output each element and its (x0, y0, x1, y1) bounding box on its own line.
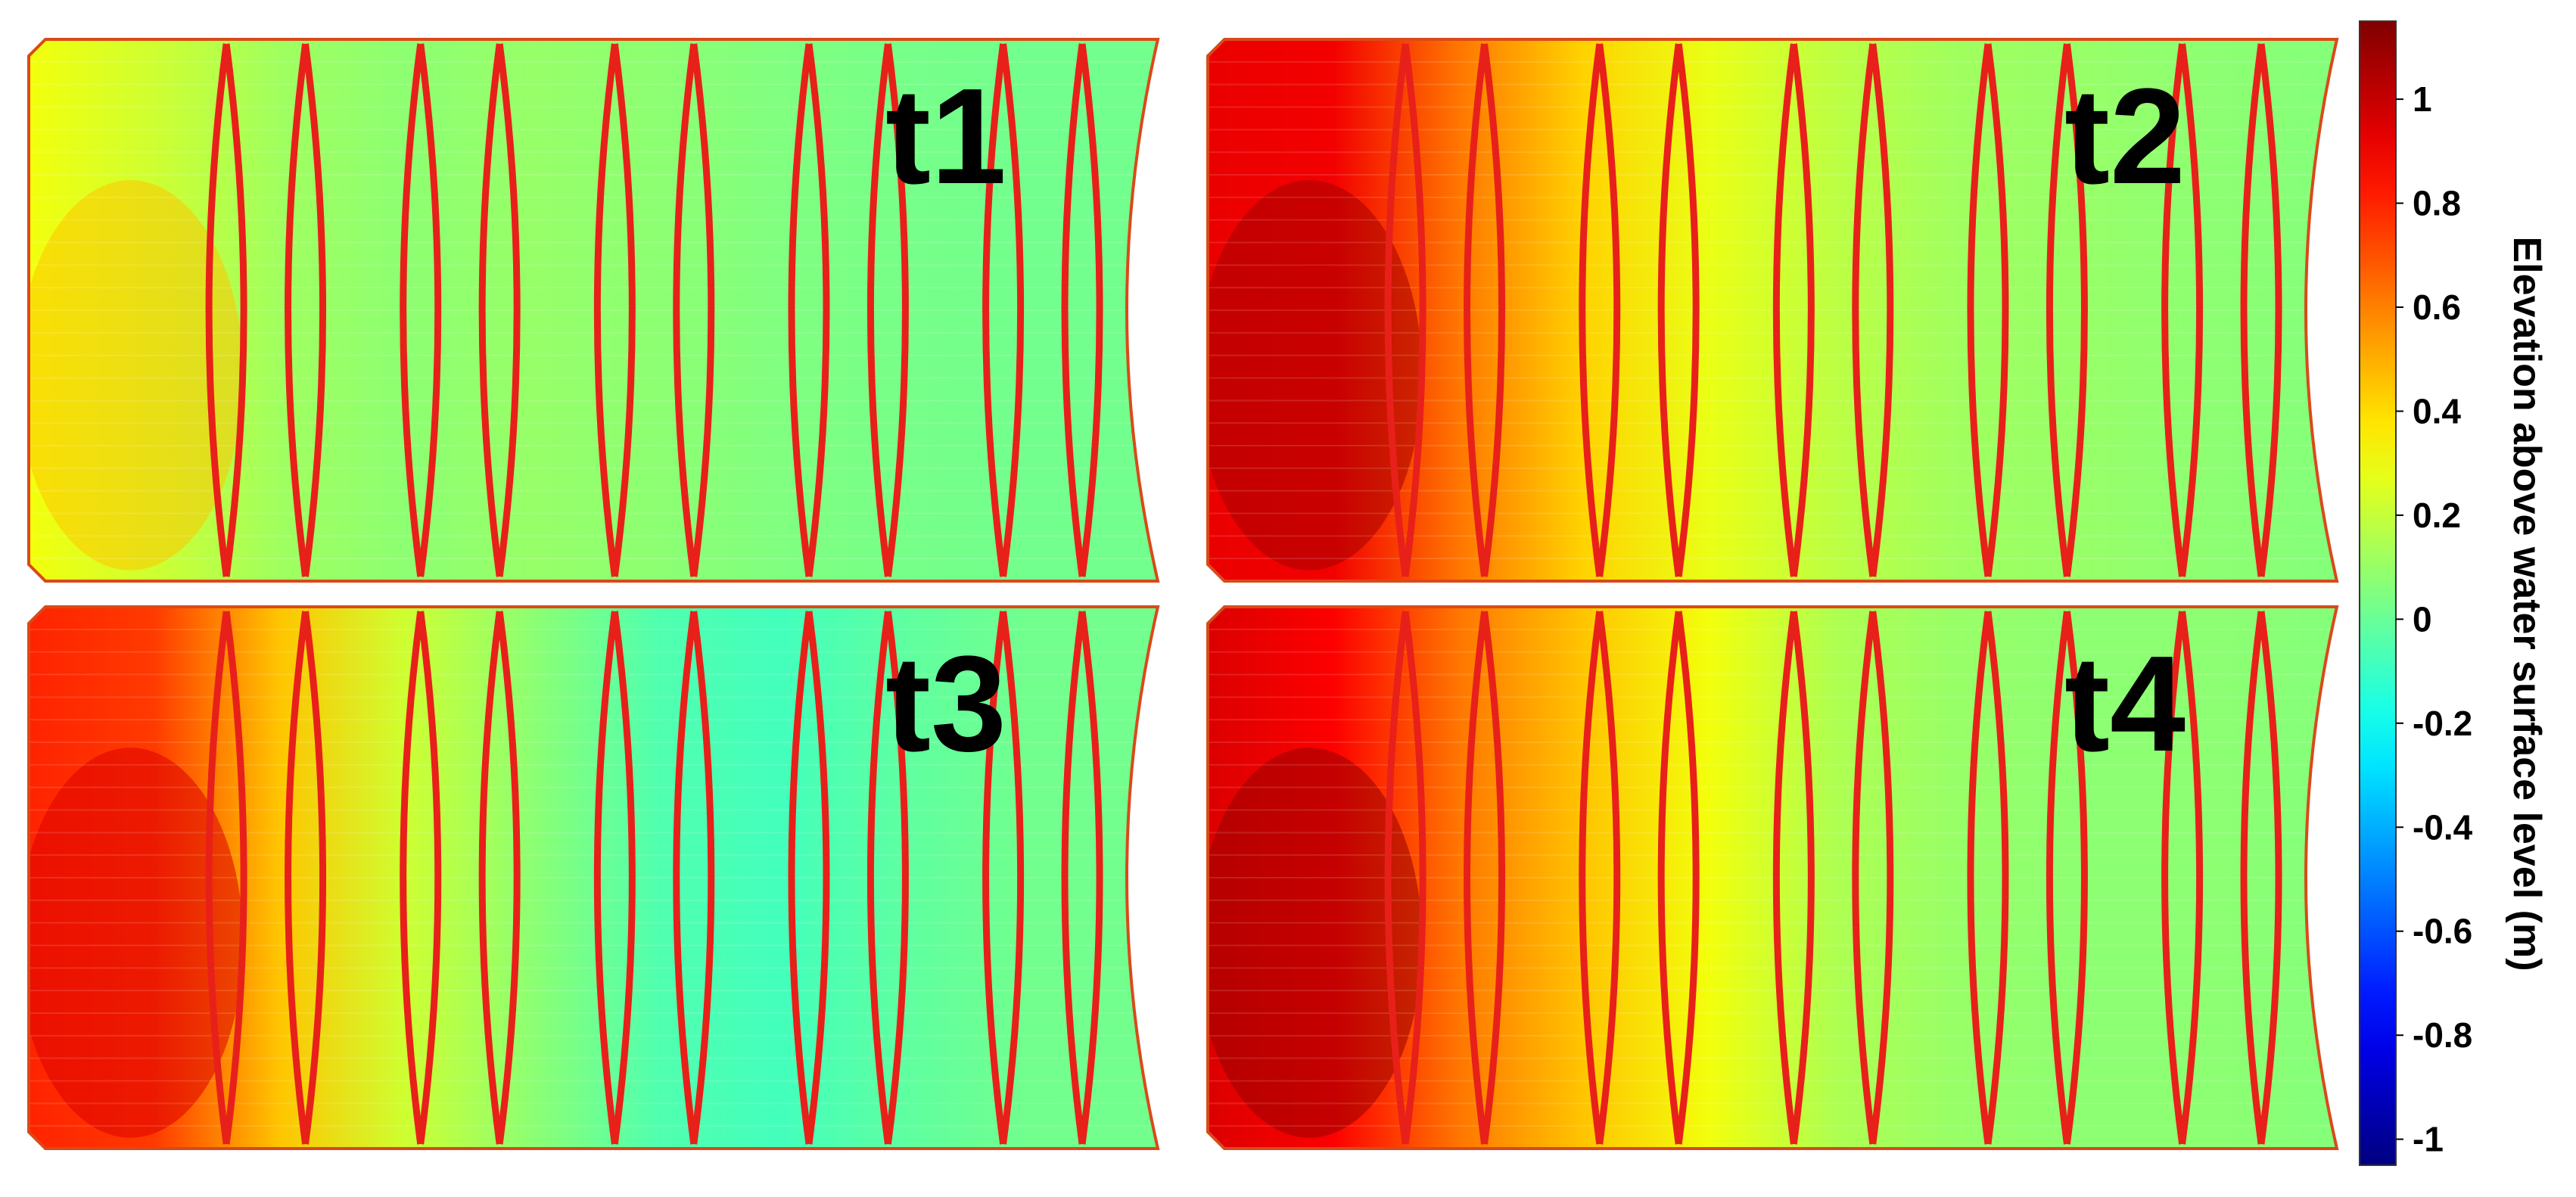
high-elevation-zone (29, 180, 244, 571)
high-elevation-zone (29, 748, 244, 1138)
geotube-outline (2240, 611, 2282, 1145)
geotube-outline (1061, 611, 1103, 1145)
geotube-outline (1772, 611, 1815, 1145)
geotube-outline (788, 43, 830, 577)
geotube-outline (1464, 611, 1506, 1145)
geotube-outline (478, 43, 521, 577)
geotube-outline (1852, 43, 1894, 577)
panel-border (27, 605, 1160, 1150)
geotube-outline (673, 43, 715, 577)
panel-label: t1 (885, 61, 1006, 213)
geotube-outline (866, 611, 909, 1145)
geotube-outline (788, 611, 830, 1145)
geotube-outline (593, 43, 636, 577)
colorbar-scale (2359, 20, 2397, 1166)
colorbar-tick-label: -0.8 (2413, 1015, 2472, 1055)
colorbar-tick-label: 0.8 (2413, 184, 2461, 223)
geotube-outline (1657, 611, 1700, 1145)
high-elevation-zone (1208, 748, 1423, 1138)
panel-label: t4 (2064, 628, 2186, 780)
panel-label: t2 (2064, 61, 2186, 213)
panel-t4: t4 (1206, 605, 2339, 1150)
geotube-outline (2161, 43, 2204, 577)
geotube-outline (1061, 43, 1103, 577)
geotube-outline (982, 43, 1025, 577)
colorbar-tick-label: 0.4 (2413, 391, 2461, 431)
geotube-outline (982, 611, 1025, 1145)
geotube-outline (1967, 43, 2009, 577)
geotube-outline (673, 611, 715, 1145)
geotube-outline (1579, 43, 1621, 577)
high-elevation-zone (1208, 180, 1423, 571)
colorbar-tick-label: -0.6 (2413, 912, 2472, 951)
geotube-outline (1384, 43, 1426, 577)
geotube-outline (1772, 43, 1815, 577)
colorbar-tick-label: 0.2 (2413, 496, 2461, 535)
geotube-outline (205, 611, 247, 1145)
heatmap-panels: t1 t2 t3 t4 (27, 38, 2339, 1150)
geotube-outline (1657, 43, 1700, 577)
panel-t1: t1 (27, 38, 1160, 583)
panel-t2: t2 (1206, 38, 2339, 583)
geotube-outline (1464, 43, 1506, 577)
geotube-outline (2161, 611, 2204, 1145)
colorbar-tick-label: 1 (2413, 79, 2432, 119)
geotube-outline (1384, 611, 1426, 1145)
panel-border (27, 38, 1160, 583)
colorbar-tick-label: -1 (2413, 1120, 2444, 1159)
panel-label: t3 (885, 628, 1006, 780)
geotube-outline (400, 43, 442, 577)
geotube-outline (400, 611, 442, 1145)
geotube-outline (205, 43, 247, 577)
geotube-outline (2046, 43, 2088, 577)
geotube-outline (1967, 611, 2009, 1145)
geotube-outline (285, 611, 327, 1145)
geotube-outline (2046, 611, 2088, 1145)
geotube-outline (2240, 43, 2282, 577)
colorbar-title: Elevation above water surface level (m) (2505, 236, 2549, 971)
colorbar-tick-label: 0.6 (2413, 288, 2461, 327)
panel-border (1206, 38, 2339, 583)
geotube-outline (1579, 611, 1621, 1145)
colorbar: 1 0.8 0.6 0.4 0.2 0 -0.2 -0.4 -0.6 -0.8 -1 Elevatio… (2359, 20, 2549, 1166)
geotube-outline (866, 43, 909, 577)
geotube-outline (478, 611, 521, 1145)
colorbar-tick-label: -0.2 (2413, 704, 2472, 743)
geotube-outline (285, 43, 327, 577)
panel-t3: t3 (27, 605, 1160, 1150)
colorbar-tick-label: 0 (2413, 599, 2432, 639)
geotube-outline (593, 611, 636, 1145)
panel-border (1206, 605, 2339, 1150)
colorbar-tick-label: -0.4 (2413, 807, 2473, 847)
geotube-outline (1852, 611, 1894, 1145)
